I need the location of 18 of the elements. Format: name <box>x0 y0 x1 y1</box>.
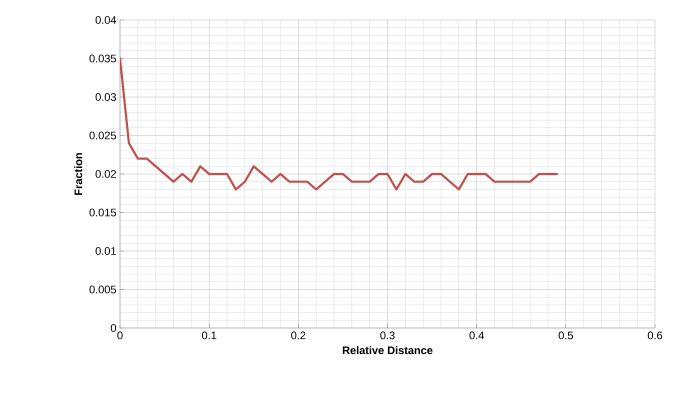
y-tick-label: 0.04 <box>96 16 116 24</box>
y-tick-label: 0 <box>110 324 116 332</box>
y-tick-label: 0.005 <box>89 286 116 294</box>
y-tick-label: 0.01 <box>96 247 116 255</box>
y-tick-label: 0.03 <box>96 93 116 101</box>
y-tick-label: 0.02 <box>96 170 116 178</box>
x-tick-label: 0 <box>117 332 123 340</box>
x-tick-label: 0.4 <box>469 332 484 340</box>
x-tick-label: 0.5 <box>558 332 573 340</box>
x-tick-label: 0.2 <box>291 332 306 340</box>
x-tick-label: 0.3 <box>380 332 395 340</box>
y-tick-label: 0.025 <box>89 132 116 140</box>
x-tick-label: 0.1 <box>202 332 216 340</box>
x-tick-label: 0.6 <box>648 332 662 340</box>
x-axis-title: Relative Distance <box>342 346 432 354</box>
y-tick-label: 0.015 <box>89 208 116 216</box>
y-tick-label: 0.035 <box>89 54 116 62</box>
y-axis-title: Fraction <box>74 153 82 195</box>
